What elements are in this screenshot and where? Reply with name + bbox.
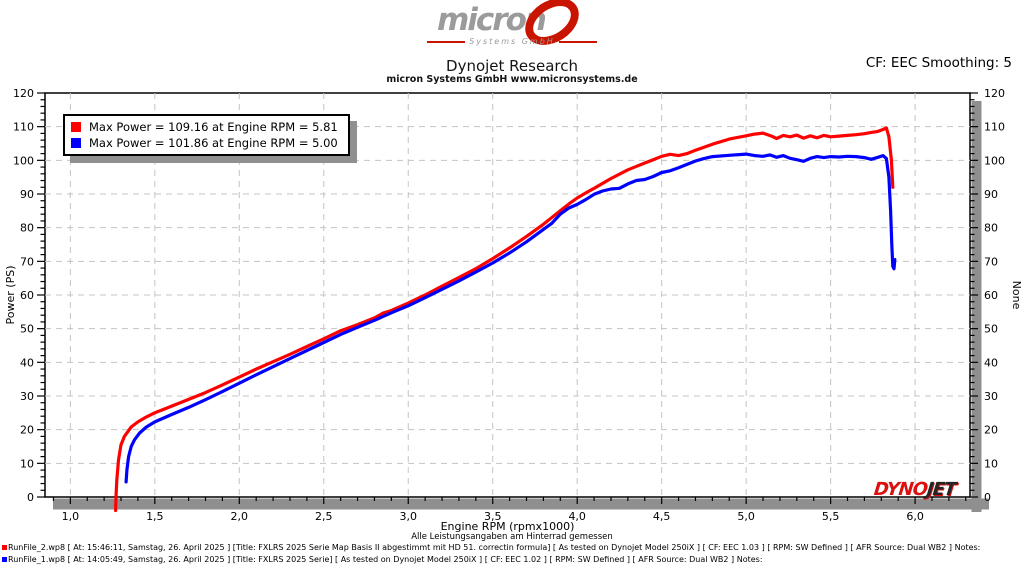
- svg-text:100: 100: [13, 154, 34, 167]
- svg-text:20: 20: [984, 424, 998, 437]
- legend-item-red: Max Power = 109.16 at Engine RPM = 5.81: [71, 119, 338, 135]
- run-info-line-2: RunFile_1.wp8 [ At: 14:05:49, Samstag, 2…: [2, 555, 1022, 564]
- svg-text:50: 50: [20, 323, 34, 336]
- svg-text:30: 30: [20, 390, 34, 403]
- micron-logo: micron Systems GmbH: [427, 0, 598, 55]
- legend-box: Max Power = 109.16 at Engine RPM = 5.81 …: [63, 114, 350, 156]
- legend-item-blue: Max Power = 101.86 at Engine RPM = 5.00: [71, 135, 338, 151]
- svg-text:110: 110: [13, 121, 34, 134]
- svg-text:0: 0: [27, 491, 34, 504]
- svg-text:50: 50: [984, 323, 998, 336]
- svg-text:3,5: 3,5: [484, 510, 502, 523]
- svg-text:4,0: 4,0: [568, 510, 586, 523]
- svg-text:60: 60: [984, 289, 998, 302]
- micron-logo-text: micron: [437, 2, 547, 38]
- svg-text:5,0: 5,0: [737, 510, 755, 523]
- svg-text:6,0: 6,0: [906, 510, 924, 523]
- run-2-text: RunFile_1.wp8 [ At: 14:05:49, Samstag, 2…: [8, 555, 763, 564]
- logo-red-line-right: [558, 40, 598, 43]
- page-subtitle: micron Systems GmbH www.micronsystems.de: [386, 74, 638, 85]
- svg-text:100: 100: [984, 154, 1005, 167]
- page-title: Dynojet Research: [446, 57, 578, 75]
- svg-text:80: 80: [984, 222, 998, 235]
- dynojet-logo: DYNOJET: [873, 479, 956, 500]
- svg-text:110: 110: [984, 121, 1005, 134]
- svg-text:90: 90: [20, 188, 34, 201]
- svg-text:40: 40: [984, 356, 998, 369]
- logo-red-line-left: [427, 40, 466, 43]
- svg-text:70: 70: [984, 255, 998, 268]
- micron-logo-subtext: Systems GmbH: [469, 37, 555, 46]
- svg-text:1,5: 1,5: [146, 510, 164, 523]
- svg-text:120: 120: [13, 87, 34, 100]
- svg-text:30: 30: [984, 390, 998, 403]
- dynojet-logo-jet: JET: [925, 479, 957, 500]
- measurement-note: Alle Leistungsangaben am Hinterrad gemes…: [411, 532, 613, 542]
- svg-text:10: 10: [20, 457, 34, 470]
- svg-text:10: 10: [984, 457, 998, 470]
- svg-text:0: 0: [984, 491, 991, 504]
- svg-text:5,5: 5,5: [822, 510, 840, 523]
- legend-label-blue: Max Power = 101.86 at Engine RPM = 5.00: [89, 136, 338, 150]
- run-1-text: RunFile_2.wp8 [ At: 15:46:11, Samstag, 2…: [8, 543, 981, 552]
- svg-text:1,0: 1,0: [62, 510, 80, 523]
- svg-text:None: None: [1010, 281, 1023, 310]
- run-1-marker-icon: [2, 545, 7, 550]
- svg-text:80: 80: [20, 222, 34, 235]
- svg-text:70: 70: [20, 255, 34, 268]
- legend-label-red: Max Power = 109.16 at Engine RPM = 5.81: [89, 120, 338, 134]
- svg-text:40: 40: [20, 356, 34, 369]
- svg-text:Power (PS): Power (PS): [4, 266, 17, 325]
- svg-text:Engine RPM (rpmx1000): Engine RPM (rpmx1000): [441, 520, 575, 533]
- blue-series-swatch-icon: [71, 138, 81, 148]
- run-2-marker-icon: [2, 557, 7, 562]
- cf-smoothing-label: CF: EEC Smoothing: 5: [865, 55, 1012, 71]
- svg-text:90: 90: [984, 188, 998, 201]
- dynojet-logo-dyno: DYNO: [872, 479, 929, 500]
- svg-text:3,0: 3,0: [399, 510, 417, 523]
- svg-text:2,0: 2,0: [231, 510, 249, 523]
- run-info-line-1: RunFile_2.wp8 [ At: 15:46:11, Samstag, 2…: [2, 543, 1022, 552]
- red-series-swatch-icon: [71, 122, 81, 132]
- svg-text:20: 20: [20, 424, 34, 437]
- svg-text:2,5: 2,5: [315, 510, 333, 523]
- svg-text:60: 60: [20, 289, 34, 302]
- svg-text:4,5: 4,5: [653, 510, 671, 523]
- svg-text:120: 120: [984, 87, 1005, 100]
